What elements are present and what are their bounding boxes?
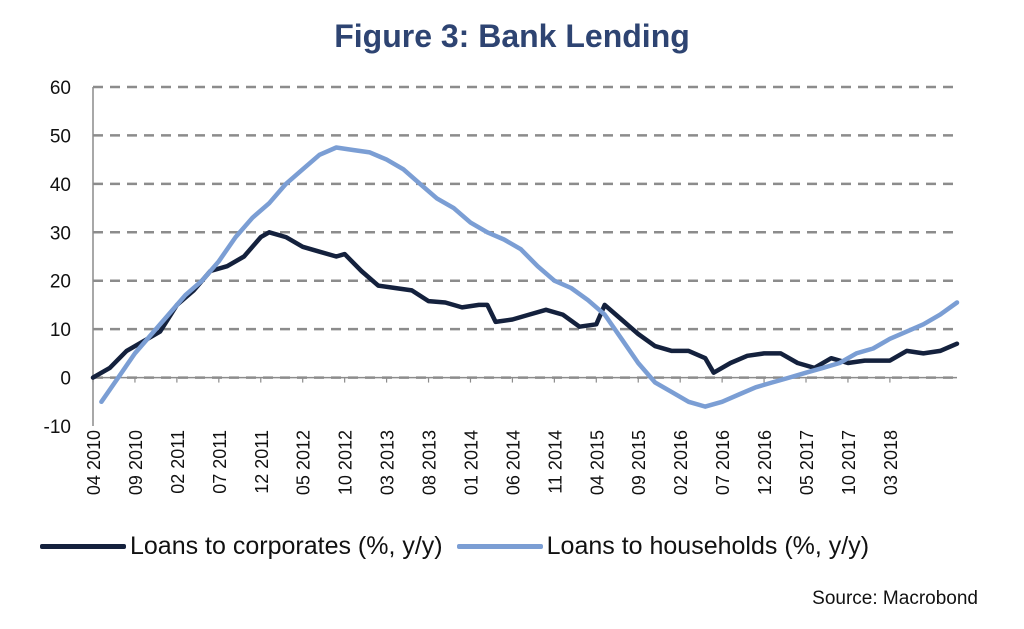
legend-item-households: Loans to households (%, y/y) [456,532,870,561]
x-tick-labels: 04 2010 09 2010 02 2011 07 2011 12 2011 05 20… [84,430,901,495]
x-tick-label: 09 2010 [126,430,146,495]
y-tick-label: 30 [50,223,71,244]
grid-lines [93,85,957,379]
series-lines [90,145,960,409]
legend-swatch-households [456,544,543,549]
legend-swatch-corporates [40,544,126,549]
x-tick-label: 06 2014 [503,430,523,495]
series-line-corporates [90,230,960,380]
y-tick-labels: -10 0 10 20 30 40 50 60 [44,78,71,438]
x-tick-label: 08 2013 [420,430,440,495]
y-tick-label: 20 [50,272,71,293]
axes [92,87,957,426]
x-tick-label: 10 2017 [839,430,859,495]
x-tick-label: 07 2011 [210,430,230,494]
x-tick-label: 11 2014 [545,430,565,494]
x-tick-label: 03 2013 [378,430,398,495]
x-tick-label: 07 2016 [713,430,733,495]
x-tick-label: 05 2012 [294,430,314,495]
y-tick-label: 40 [50,175,71,196]
legend: Loans to corporates (%, y/y) Loans to ho… [40,532,883,561]
x-tick-label: 01 2014 [461,430,481,495]
x-tick-label: 12 2011 [252,430,272,494]
x-tick-label: 02 2011 [168,430,188,494]
x-tick-label: 12 2016 [755,430,775,495]
x-tick-label: 02 2016 [671,430,691,495]
y-tick-label: -10 [44,417,71,438]
source-note: Source: Macrobond [812,588,978,609]
y-tick-label: 50 [50,126,71,147]
x-tick-label: 04 2010 [84,430,104,495]
chart-title: Figure 3: Bank Lending [334,18,690,54]
series-line-households [99,145,960,409]
x-tick-label: 04 2015 [587,430,607,495]
y-tick-label: 60 [50,78,71,99]
legend-label-households: Loans to households (%, y/y) [546,532,870,560]
x-tick-label: 09 2015 [629,430,649,495]
legend-item-corporates: Loans to corporates (%, y/y) [40,532,443,561]
y-tick-label: 10 [50,320,71,341]
y-tick-label: 0 [60,369,71,390]
x-tick-label: 10 2012 [336,430,356,495]
legend-label-corporates: Loans to corporates (%, y/y) [130,532,443,560]
x-tick-label: 05 2017 [797,430,817,495]
x-tick-label: 03 2018 [881,430,901,495]
